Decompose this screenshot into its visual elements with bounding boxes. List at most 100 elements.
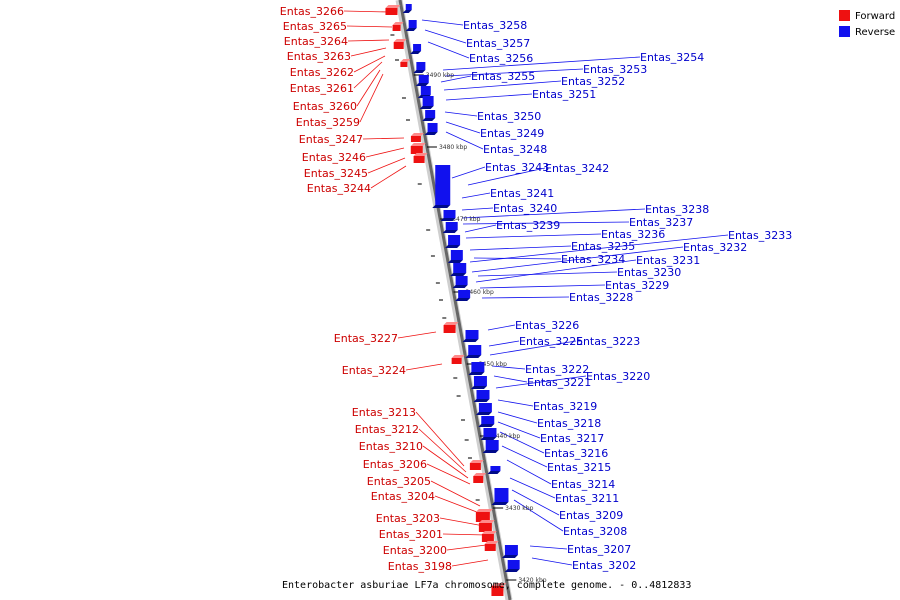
forward-gene-label: Entas_3210	[359, 440, 423, 453]
scale-tick-label: 3490 kbp	[426, 72, 454, 79]
reverse-connector	[513, 499, 564, 532]
reverse-connector	[475, 259, 637, 283]
reverse-connector	[461, 207, 494, 211]
reverse-connector	[497, 399, 534, 407]
forward-gene-label: Entas_3205	[367, 475, 431, 488]
reverse-gene-label: Entas_3216	[544, 447, 608, 460]
reverse-gene-bottom	[468, 372, 485, 375]
forward-gene-label: Entas_3245	[304, 167, 368, 180]
forward-connector	[347, 39, 390, 42]
forward-connector	[422, 445, 469, 479]
forward-connector	[405, 363, 443, 371]
forward-gene-top	[473, 473, 487, 476]
legend-forward-swatch	[839, 10, 850, 21]
reverse-connector	[511, 489, 560, 516]
reverse-gene-bottom	[478, 424, 495, 427]
reverse-connector	[497, 411, 538, 424]
forward-gene	[410, 146, 423, 154]
forward-gene-label: Entas_3206	[363, 458, 427, 471]
reverse-gene	[435, 165, 451, 205]
reverse-connector	[445, 131, 484, 150]
reverse-gene-bottom	[442, 230, 458, 233]
forward-gene	[392, 25, 401, 31]
reverse-gene-bottom	[504, 569, 520, 572]
reverse-gene-bottom	[455, 298, 471, 301]
forward-connector	[415, 411, 465, 467]
reverse-connector	[445, 93, 533, 101]
scale-tick-label: 3420 kbp	[518, 577, 546, 584]
reverse-connector	[479, 284, 606, 289]
reverse-connector	[529, 545, 568, 550]
forward-gene-label: Entas_3264	[284, 35, 348, 48]
reverse-connector	[462, 221, 630, 225]
reverse-connector	[443, 80, 562, 91]
reverse-gene-label: Entas_3233	[728, 229, 792, 242]
reverse-connector	[427, 41, 470, 59]
forward-gene	[443, 325, 456, 333]
reverse-gene-label: Entas_3202	[572, 559, 636, 572]
reverse-gene	[413, 44, 422, 51]
reverse-connector	[471, 246, 684, 273]
reverse-gene-bottom	[424, 132, 438, 135]
forward-gene-top	[392, 22, 404, 25]
reverse-gene-label: Entas_3229	[605, 279, 669, 292]
reverse-gene	[494, 488, 509, 502]
reverse-gene	[443, 210, 456, 218]
scale-tick-label: 3450 kbp	[479, 361, 507, 368]
reverse-gene-label: Entas_3257	[466, 37, 530, 50]
forward-connector	[356, 69, 381, 107]
reverse-connector	[481, 296, 570, 299]
reverse-gene-bottom	[491, 502, 509, 505]
forward-connector	[370, 165, 407, 189]
reverse-connector	[444, 111, 478, 117]
forward-gene-label: Entas_3246	[302, 151, 366, 164]
forward-gene	[478, 523, 492, 532]
forward-connector	[353, 55, 386, 73]
scale-tick-label: 3470 kbp	[452, 216, 480, 223]
reverse-gene	[473, 376, 487, 386]
forward-gene	[385, 8, 398, 15]
forward-gene-label: Entas_3244	[307, 182, 371, 195]
reverse-gene-label: Entas_3238	[645, 203, 709, 216]
reverse-gene-bottom	[422, 118, 436, 121]
reverse-gene-label: Entas_3235	[571, 240, 635, 253]
reverse-connector	[501, 445, 548, 468]
reverse-connector	[499, 431, 545, 454]
reverse-gene-label: Entas_3243	[485, 161, 549, 174]
reverse-gene	[490, 466, 501, 471]
reverse-gene	[504, 545, 518, 555]
reverse-gene-label: Entas_3220	[586, 370, 650, 383]
forward-gene-label: Entas_3203	[376, 512, 440, 525]
reverse-gene-label: Entas_3217	[540, 432, 604, 445]
forward-connector	[434, 495, 483, 515]
forward-gene-label: Entas_3227	[334, 332, 398, 345]
forward-gene-top	[451, 355, 465, 358]
scale-tick-label: 3440 kbp	[492, 433, 520, 440]
reverse-connector	[473, 257, 562, 260]
forward-gene-label: Entas_3262	[290, 66, 354, 79]
reverse-gene-bottom	[473, 399, 490, 402]
forward-connector	[362, 137, 405, 140]
reverse-gene-label: Entas_3209	[559, 509, 623, 522]
reverse-gene-label: Entas_3231	[636, 254, 700, 267]
forward-connector	[439, 517, 485, 527]
reverse-gene-label: Entas_3219	[533, 400, 597, 413]
forward-gene-top	[475, 509, 493, 512]
reverse-gene	[427, 123, 438, 132]
reverse-gene-label: Entas_3253	[583, 63, 647, 76]
reverse-gene	[465, 330, 479, 339]
reverse-gene-bottom	[482, 450, 499, 453]
forward-connector	[430, 480, 481, 507]
forward-gene	[491, 586, 504, 596]
reverse-gene-bottom	[410, 51, 422, 54]
reverse-connector	[461, 208, 646, 219]
reverse-gene	[408, 20, 417, 28]
forward-gene-label: Entas_3265	[283, 20, 347, 33]
reverse-gene-label: Entas_3223	[576, 335, 640, 348]
reverse-connector	[421, 19, 464, 26]
reverse-connector	[497, 421, 541, 439]
reverse-gene	[450, 250, 463, 260]
reverse-gene-bottom	[501, 555, 518, 558]
reverse-gene	[471, 362, 485, 372]
